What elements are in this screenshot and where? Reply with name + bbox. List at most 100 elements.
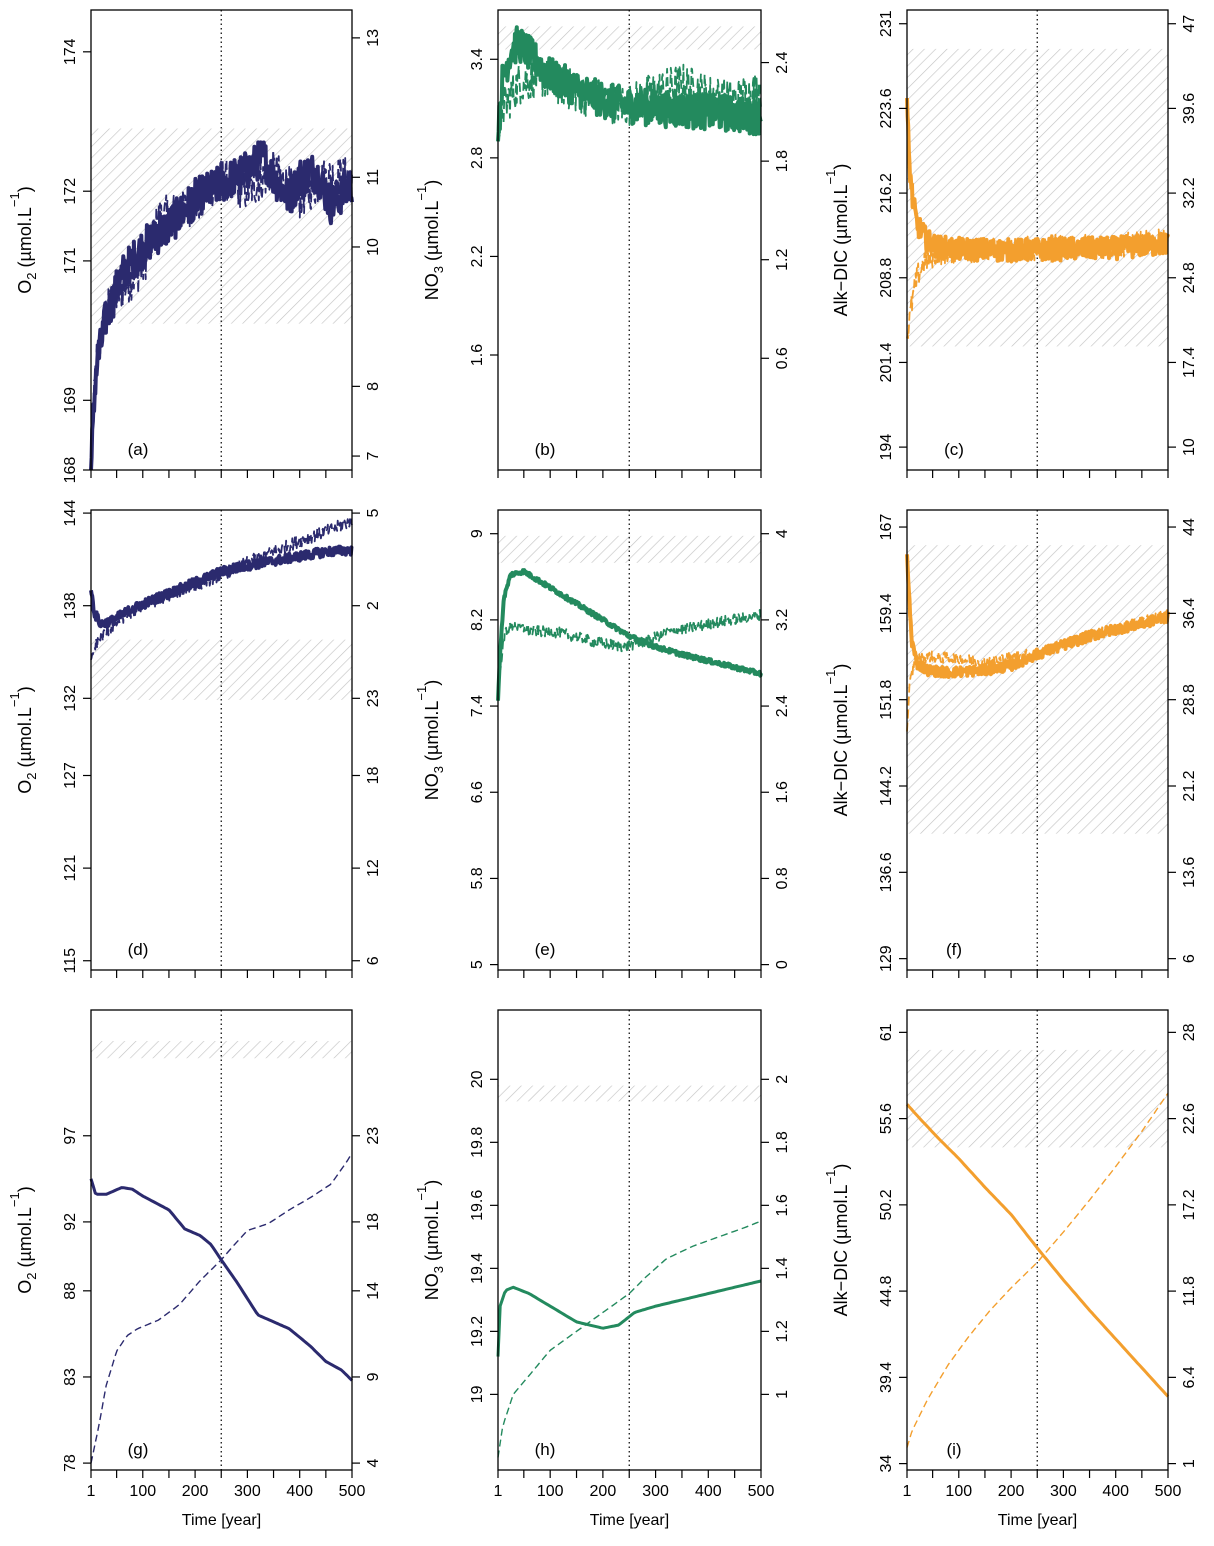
series-solid-line — [89, 544, 354, 629]
right-tick-label: 47 — [1181, 15, 1198, 33]
left-tick-label: 92 — [62, 1213, 79, 1231]
left-tick-label: 144.2 — [878, 766, 895, 806]
left-tick-label: 9 — [469, 529, 486, 538]
x-tick-label: 200 — [590, 1483, 617, 1500]
x-tick-label: 200 — [182, 1483, 209, 1500]
left-tick-label: 44.8 — [878, 1275, 895, 1306]
left-tick-label: 20 — [469, 1070, 486, 1088]
panel-label: (a) — [128, 440, 149, 459]
y-axis-label: NO3 (µmol.L−1) — [414, 680, 446, 800]
right-tick-label: 13.6 — [1181, 857, 1198, 888]
y-axis-label: O2 (µmol.L−1) — [7, 686, 39, 793]
left-tick-label: 172 — [62, 178, 79, 205]
right-tick-label: 36.4 — [1181, 598, 1198, 629]
left-tick-label: 50.2 — [878, 1189, 895, 1220]
left-tick-label: 97 — [62, 1127, 79, 1145]
right-tick-label: 10 — [1181, 438, 1198, 456]
left-tick-label: 168 — [62, 457, 79, 484]
right-tick-label: 2 — [365, 601, 382, 610]
right-tick-label: 28 — [1181, 1023, 1198, 1041]
x-tick-label: 400 — [1102, 1483, 1129, 1500]
right-tick-label: 17.2 — [1181, 1189, 1198, 1220]
confidence-band — [498, 1085, 761, 1102]
series-dashed-line — [906, 1092, 1169, 1448]
panel-c: 194 201.4 208.8 216.2 223.6 231 10 17.4 24.8 32.2… — [823, 9, 1198, 478]
x-axis-label: Time [year] — [590, 1512, 669, 1529]
right-tick-label: 32.2 — [1181, 177, 1198, 208]
left-tick-label: 19 — [469, 1385, 486, 1403]
left-tick-label: 129 — [878, 945, 895, 972]
x-tick-label: 1 — [494, 1483, 503, 1500]
left-tick-label: 223.6 — [878, 88, 895, 128]
panel-i: 34 39.4 44.8 50.2 55.6 61 1 6.4 11.8 17.2 22.6 28 1 1… — [823, 1009, 1198, 1529]
right-tick-label: 11.8 — [1181, 1276, 1198, 1306]
right-tick-label: 5 — [365, 509, 382, 518]
right-tick-label: 1 — [1181, 1459, 1198, 1468]
panel-label: (i) — [946, 1440, 961, 1459]
panel-label: (b) — [535, 440, 556, 459]
left-tick-label: 127 — [62, 762, 79, 789]
right-tick-label: 3.2 — [774, 609, 791, 631]
panel-label: (c) — [944, 440, 964, 459]
panel-a: 168 169 171 172 174 7 8 10 11 13 (a) O2 (µmol.L−1) — [7, 9, 382, 484]
right-tick-label: 2 — [774, 1075, 791, 1084]
left-tick-label: 19.4 — [469, 1253, 486, 1284]
right-tick-label: 39.6 — [1181, 93, 1198, 124]
x-tick-label: 500 — [339, 1483, 366, 1500]
x-tick-label: 100 — [537, 1483, 564, 1500]
series-dashed-line — [497, 1220, 762, 1458]
panel-h: 19 19.2 19.4 19.6 19.8 20 1 1.2 1.4 1.6 1.8 2 1 100 20… — [414, 1009, 791, 1529]
right-tick-label: 14 — [365, 1282, 382, 1300]
right-tick-label: 17.4 — [1181, 347, 1198, 378]
left-tick-label: 174 — [62, 38, 79, 65]
panel-label: (e) — [535, 940, 556, 959]
y-axis-label: Alk−DIC (µmol.L−1) — [823, 164, 851, 317]
x-tick-label: 200 — [998, 1483, 1025, 1500]
left-tick-label: 19.6 — [469, 1190, 486, 1221]
right-tick-label: 28.8 — [1181, 684, 1198, 715]
right-tick-label: 23 — [365, 1127, 382, 1145]
series-solid-line — [496, 568, 763, 701]
panel-g: 78 83 88 92 97 4 9 14 18 23 1 100 200 300 400 500 Time [… — [7, 1009, 382, 1529]
left-tick-label: 194 — [878, 434, 895, 461]
right-tick-label: 24.8 — [1181, 262, 1198, 293]
series-solid-line — [496, 1279, 762, 1357]
right-tick-label: 1.2 — [774, 248, 791, 270]
right-tick-label: 1.4 — [774, 1257, 791, 1279]
left-tick-label: 132 — [62, 685, 79, 712]
x-axis-label: Time [year] — [182, 1512, 261, 1529]
right-tick-label: 22.6 — [1181, 1103, 1198, 1134]
y-axis-label: Alk−DIC (µmol.L−1) — [823, 664, 851, 817]
y-axis-label: NO3 (µmol.L−1) — [414, 1180, 446, 1300]
series-solid-line — [905, 98, 1170, 264]
series-dashed-line — [497, 609, 762, 701]
right-tick-label: 6 — [365, 956, 382, 965]
right-tick-label: 2.4 — [774, 695, 791, 717]
left-tick-label: 201.4 — [878, 342, 895, 382]
left-tick-label: 167 — [878, 514, 895, 541]
left-tick-label: 1.6 — [469, 344, 486, 366]
right-tick-label: 21.2 — [1181, 770, 1198, 801]
right-tick-label: 23 — [365, 689, 382, 707]
x-tick-label: 500 — [748, 1483, 775, 1500]
series-solid-line — [905, 554, 1170, 679]
left-tick-label: 3.4 — [469, 48, 486, 70]
left-tick-label: 144 — [62, 500, 79, 527]
panel-label: (h) — [535, 1440, 556, 1459]
right-tick-label: 6.4 — [1181, 1366, 1198, 1388]
right-tick-label: 13 — [365, 29, 382, 47]
left-tick-label: 19.8 — [469, 1127, 486, 1158]
left-tick-label: 151.8 — [878, 680, 895, 720]
confidence-band — [498, 535, 761, 563]
left-tick-label: 115 — [62, 948, 79, 974]
x-tick-label: 300 — [1050, 1483, 1077, 1500]
y-axis-label: NO3 (µmol.L−1) — [414, 180, 446, 300]
right-tick-label: 0.6 — [774, 347, 791, 369]
left-tick-label: 34 — [878, 1455, 895, 1473]
left-tick-label: 2.2 — [469, 245, 486, 267]
x-tick-label: 1 — [87, 1483, 96, 1500]
left-tick-label: 5.8 — [469, 867, 486, 889]
left-tick-label: 138 — [62, 592, 79, 619]
confidence-band — [91, 1041, 352, 1059]
left-tick-label: 8.2 — [469, 609, 486, 631]
